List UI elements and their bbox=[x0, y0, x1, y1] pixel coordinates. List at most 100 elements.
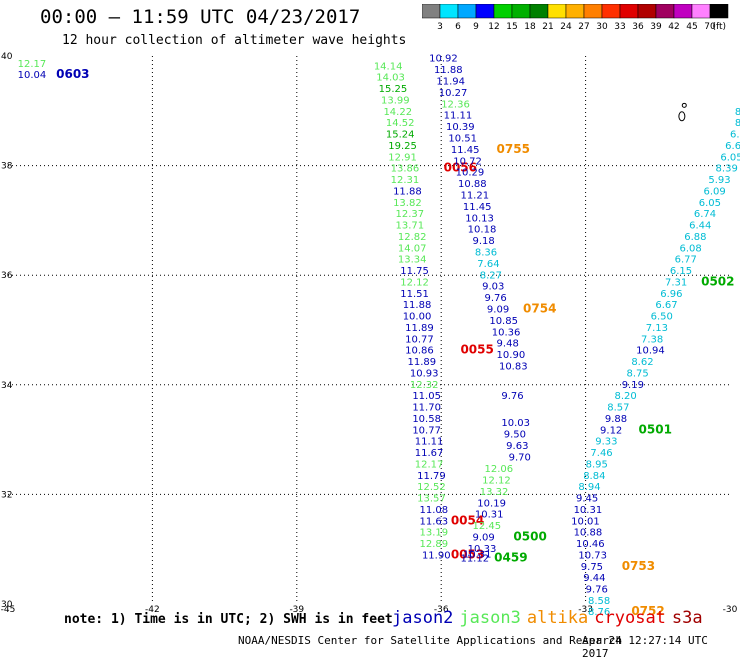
wave-height-label: 10.13 bbox=[465, 213, 494, 224]
wave-height-label: 8.58 bbox=[588, 596, 610, 607]
wave-height-label: 12.31 bbox=[391, 175, 420, 186]
wave-height-label: 10.04 bbox=[18, 70, 47, 81]
pass-time-label: 0459 bbox=[494, 550, 527, 564]
colorbar-tick-label: 45 bbox=[686, 22, 697, 32]
wave-height-label: 8.39 bbox=[716, 164, 738, 175]
pass-time-label: 0501 bbox=[639, 423, 672, 437]
wave-height-label: 14.07 bbox=[398, 244, 427, 255]
wave-height-label: 14.03 bbox=[376, 73, 405, 84]
wave-height-label: 12.32 bbox=[410, 380, 439, 391]
page-subtitle: 12 hour collection of altimeter wave hei… bbox=[62, 33, 407, 48]
wave-height-label: 12.37 bbox=[395, 209, 424, 220]
wave-height-label: 11.75 bbox=[400, 266, 429, 277]
wave-height-label: 6.15 bbox=[670, 266, 692, 277]
wave-height-label: 12.36 bbox=[441, 100, 470, 111]
wave-height-label: 10.18 bbox=[468, 224, 497, 235]
colorbar-swatch bbox=[601, 4, 621, 19]
wave-height-label: 10.58 bbox=[412, 414, 441, 425]
wave-height-label: 6.44 bbox=[689, 221, 711, 232]
wave-height-label: 11.89 bbox=[408, 357, 437, 368]
wave-height-label: 7.31 bbox=[665, 278, 687, 289]
wave-height-label: 8.62 bbox=[631, 357, 653, 368]
y-tick-label: 36 bbox=[1, 271, 13, 281]
footer-credit: NOAA/NESDIS Center for Satellite Applica… bbox=[238, 634, 623, 647]
wave-height-label: 9.09 bbox=[472, 532, 494, 543]
colorbar-tick-label: 3 bbox=[437, 22, 443, 32]
wave-height-label: 9.12 bbox=[600, 426, 622, 437]
wave-height-label: 11.11 bbox=[444, 110, 473, 121]
wave-height-label: 5.93 bbox=[708, 175, 730, 186]
wave-height-label: 14.14 bbox=[374, 62, 403, 73]
wave-height-label: 10.31 bbox=[574, 505, 603, 516]
colorbar-tick-label: 15 bbox=[506, 22, 517, 32]
colorbar-tick-label: 6 bbox=[455, 22, 461, 32]
wave-height-label: 6.05 bbox=[720, 153, 740, 164]
wave-height-label: 9.76 bbox=[586, 584, 608, 595]
wave-height-label: 6.67 bbox=[655, 300, 677, 311]
wave-height-label: 8.57 bbox=[607, 403, 629, 414]
x-tick-label: -30 bbox=[723, 605, 738, 615]
colorbar-swatch bbox=[565, 4, 585, 19]
wave-height-label: 6.77 bbox=[730, 130, 740, 141]
wave-height-label: 13.32 bbox=[480, 487, 509, 498]
legend-item-jason2: jason2 bbox=[392, 608, 454, 628]
wave-height-label: 15.25 bbox=[379, 84, 408, 95]
wave-height-label: 6.74 bbox=[694, 209, 716, 220]
wave-height-label: 9.18 bbox=[472, 236, 494, 247]
wave-height-label: 8.85 bbox=[735, 107, 740, 118]
colorbar-tick-label: 27 bbox=[578, 22, 589, 32]
wave-height-label: 10.88 bbox=[458, 179, 487, 190]
wave-height-label: 11.11 bbox=[415, 437, 444, 448]
pass-time-label: 0055 bbox=[460, 343, 493, 357]
colorbar-swatch bbox=[673, 4, 693, 19]
pass-time-label: 0603 bbox=[56, 67, 89, 81]
colorbar-swatch bbox=[655, 4, 675, 19]
wave-height-label: 12.17 bbox=[415, 460, 444, 471]
colorbar-swatch bbox=[511, 4, 531, 19]
wave-height-label: 11.63 bbox=[420, 517, 449, 528]
wave-height-label: 11.94 bbox=[436, 76, 465, 87]
colorbar-tick-label: 9 bbox=[473, 22, 479, 32]
colorbar-swatch bbox=[439, 4, 459, 19]
wave-height-label: 11.89 bbox=[405, 323, 434, 334]
y-tick-label: 30 bbox=[1, 600, 13, 610]
wave-height-label: 11.67 bbox=[415, 448, 444, 459]
wave-height-label: 6.77 bbox=[675, 255, 697, 266]
wave-height-label: 11.70 bbox=[412, 403, 441, 414]
wave-height-label: 6.88 bbox=[684, 232, 706, 243]
wave-height-label: 12.45 bbox=[472, 521, 501, 532]
wave-height-label: 6.50 bbox=[651, 312, 673, 323]
wave-height-label: 10.00 bbox=[403, 312, 432, 323]
wave-height-label: 7.64 bbox=[477, 259, 499, 270]
wave-height-label: 19.25 bbox=[388, 141, 417, 152]
colorbar-unit-label: (ft) bbox=[712, 22, 726, 32]
wave-height-label: 10.03 bbox=[501, 418, 530, 429]
wave-height-label: 11.45 bbox=[451, 145, 480, 156]
wave-height-label: 6.08 bbox=[679, 244, 701, 255]
pass-time-label: 0752 bbox=[631, 604, 664, 618]
wave-height-label: 9.03 bbox=[482, 281, 504, 292]
wave-height-label: 12.82 bbox=[398, 232, 427, 243]
wave-height-label: 11.51 bbox=[400, 289, 429, 300]
wave-height-label: 6.96 bbox=[660, 289, 682, 300]
wave-height-label: 10.72 bbox=[453, 157, 482, 168]
wave-height-label: 10.94 bbox=[636, 346, 665, 357]
colorbar-tick-label: 70 bbox=[704, 22, 716, 32]
x-tick-label: -42 bbox=[145, 605, 160, 615]
wave-height-label: 12.91 bbox=[388, 153, 417, 164]
pass-time-label: 0753 bbox=[622, 559, 655, 573]
colorbar-swatch bbox=[493, 4, 513, 19]
wave-height-label: 13.19 bbox=[420, 528, 449, 539]
wave-height-label: 7.13 bbox=[646, 323, 668, 334]
y-tick-label: 38 bbox=[1, 162, 13, 172]
wave-height-label: 8.94 bbox=[578, 482, 600, 493]
wave-height-label: 11.05 bbox=[412, 391, 441, 402]
wave-height-label: 9.75 bbox=[581, 562, 603, 573]
color-scale-bar: 3 6 9 12 15 18 21 24 27 30 33 36 39 42 45 70(ft) bbox=[422, 4, 729, 32]
colorbar-swatch bbox=[529, 4, 549, 19]
island-marker bbox=[678, 111, 686, 122]
colorbar-tick-label: 24 bbox=[560, 22, 572, 32]
wave-height-label: 7.46 bbox=[590, 448, 612, 459]
colorbar-swatch bbox=[709, 4, 729, 19]
wave-height-label: 9.19 bbox=[622, 380, 644, 391]
